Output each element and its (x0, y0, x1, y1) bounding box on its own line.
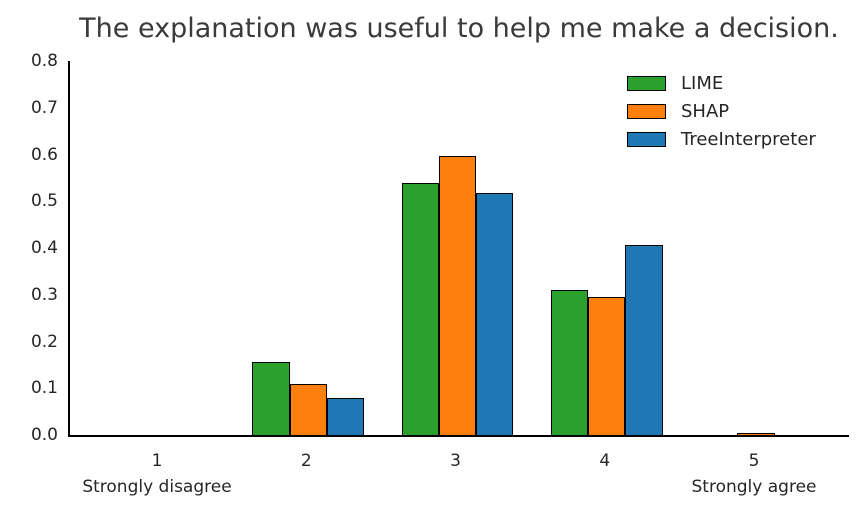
plot-area (68, 61, 849, 437)
y-axis-tick-label: 0.4 (30, 238, 58, 258)
x-axis-tick-label: 1 (151, 451, 163, 471)
legend-label-lime: LIME (681, 72, 724, 94)
legend-label-shap: SHAP (681, 100, 730, 122)
y-axis-tick-label: 0.7 (30, 97, 58, 118)
legend-item-treeinterpreter: TreeInterpreter (627, 128, 816, 150)
y-axis-tick-label: 0.0 (30, 425, 58, 445)
bar-lime-4 (550, 290, 589, 435)
legend-swatch-lime (627, 75, 666, 91)
x-axis-tick-label: 2 (300, 451, 312, 471)
bar-treeinterpreter-3 (476, 193, 514, 435)
y-axis-tick-label: 0.8 (30, 51, 58, 71)
x-axis-tick-label: 5 (748, 451, 760, 471)
bar-lime-2 (252, 361, 290, 435)
bar-shap-5 (737, 433, 775, 435)
bar-treeinterpreter-2 (326, 397, 365, 435)
legend: LIME SHAP TreeInterpreter (627, 72, 816, 150)
x-axis-tick-label: 3 (450, 451, 461, 471)
legend-swatch-shap (627, 103, 666, 119)
bar-lime-3 (401, 183, 439, 435)
bar-shap-3 (438, 156, 477, 435)
y-axis-tick-label: 0.5 (30, 191, 58, 212)
y-axis-tick-label: 0.3 (30, 284, 58, 305)
bar-shap-4 (588, 296, 626, 435)
legend-swatch-treeinterpreter (627, 131, 666, 147)
y-axis-tick-label: 0.1 (30, 378, 58, 399)
y-axis-tick-label: 0.6 (30, 144, 58, 165)
bar-shap-2 (289, 383, 327, 435)
x-axis-tick-label: 4 (599, 451, 611, 471)
legend-item-lime: LIME (627, 72, 816, 94)
bar-treeinterpreter-4 (625, 244, 663, 435)
x-axis-sublabel: Strongly disagree (82, 477, 232, 497)
legend-item-shap: SHAP (627, 100, 816, 122)
y-axis-tick-label: 0.2 (30, 331, 58, 352)
x-axis-sublabel: Strongly agree (691, 477, 817, 497)
chart-title: The explanation was useful to help me ma… (79, 13, 839, 44)
legend-label-treeinterpreter: TreeInterpreter (681, 128, 816, 150)
